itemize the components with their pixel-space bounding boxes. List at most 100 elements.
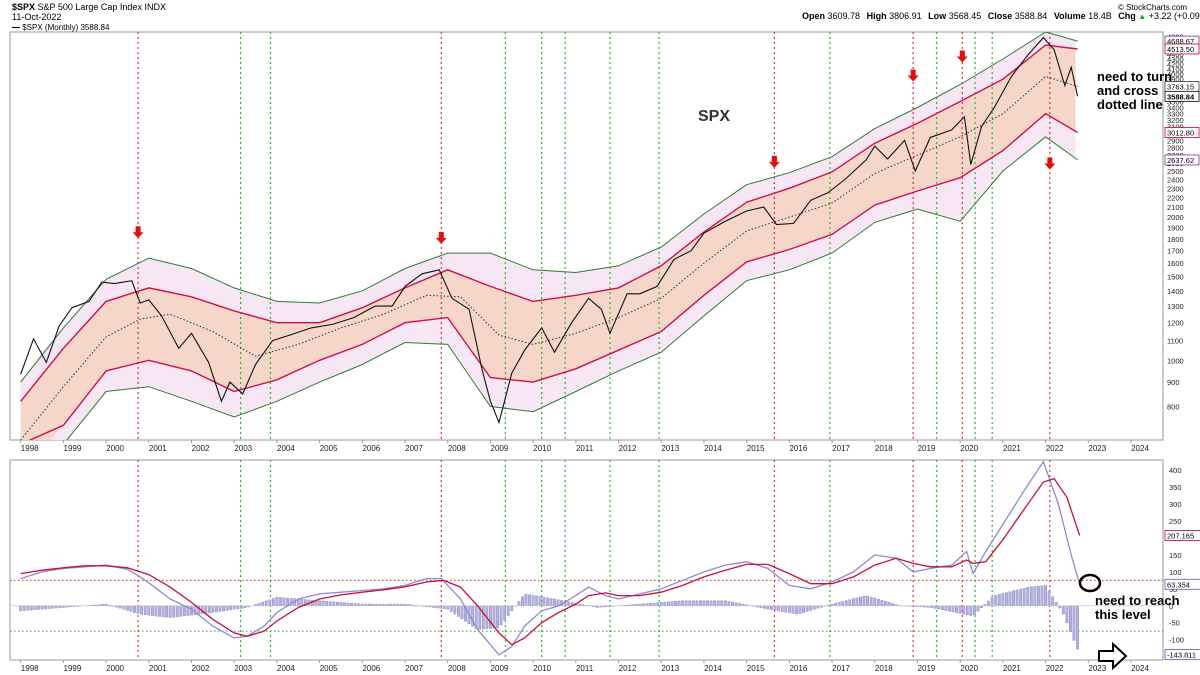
histogram-bar [976,605,980,612]
price-label: 4688.67 [1167,37,1194,46]
open-label: Open [802,11,826,21]
price-label-box [1164,154,1200,166]
histogram-bar [51,605,55,609]
price-label-box [1164,127,1200,138]
histogram-bar [1026,587,1030,606]
macd-x-tick-label: 2013 [661,664,679,673]
macd-panel [9,459,1164,661]
histogram-bar [880,600,884,606]
histogram-bar [54,605,58,609]
histogram-bar [851,598,855,606]
macd-x-tick-label: 2017 [832,664,850,673]
histogram-bar [140,605,144,615]
chart-header-title: $SPX S&P 500 Large Cap Index INDX [12,2,166,13]
histogram-bar [844,600,848,606]
macd-x-tick-label: 2021 [1003,664,1021,673]
macd-x-tick-label: 2002 [192,664,210,673]
price-tick-label: 800 [1167,402,1180,411]
histogram-bar [787,605,791,613]
histogram-bar [510,605,514,612]
histogram-bar [175,605,179,617]
histogram-bar [738,603,741,606]
histogram-bar [165,605,168,618]
histogram-bar [795,605,798,615]
chart-date: 11-Oct-2022 [12,12,62,22]
exchange: INDX [144,2,166,12]
macd-x-tick-label: 2010 [533,664,551,673]
price-tick-label: 900 [1167,378,1180,387]
histogram-bar [435,605,439,609]
histogram-bar [702,600,706,606]
histogram-bar [282,597,286,606]
annotation-circle-icon [1078,573,1102,593]
histogram-bar [268,599,272,606]
reach-annotation: need to reach this level [1095,594,1180,622]
histogram-bar [766,605,770,610]
histogram-bar [350,603,354,606]
histogram-bar [862,595,866,606]
histogram-bar [22,605,26,611]
price-x-tick-label: 2013 [661,444,679,453]
histogram-bar [264,600,268,606]
histogram-bar [318,600,322,606]
histogram-bar [207,605,211,614]
close-label: Close [987,11,1013,21]
histogram-bar [446,605,450,610]
histogram-bar [243,605,247,608]
histogram-bar [720,600,724,606]
histogram-bar [353,603,357,606]
price-tick-label: 1200 [1167,319,1184,328]
histogram-bar [325,601,329,606]
histogram-bar [524,593,528,606]
histogram-bar [1008,591,1012,606]
histogram-bar [805,605,809,612]
annotation-right-arrow-icon [1098,641,1128,671]
macd-tick-label: -100 [1169,636,1184,645]
histogram-bar [453,605,457,615]
price-tick-label: 4300 [1167,55,1184,64]
macd-value-label-box [1164,578,1200,590]
price-tick-label: 1000 [1167,356,1184,365]
macd-x-tick-label: 1999 [64,664,82,673]
histogram-bar [136,605,140,614]
histogram-bar [1019,588,1023,606]
histogram-bar [944,605,948,611]
price-x-tick-label: 1999 [64,444,82,453]
histogram-bar [499,605,503,626]
histogram-bar [674,601,677,606]
histogram-bar [716,600,720,606]
histogram-bar [143,605,147,616]
price-tick-label: 3400 [1167,104,1184,113]
histogram-bar [1040,585,1044,606]
histogram-bar [940,605,944,611]
band-lines-group [20,32,1079,440]
histogram-bar [239,605,243,609]
histogram-bar [784,605,788,613]
histogram-bar [649,603,652,606]
histogram-bar [834,602,838,606]
histogram-bar [1044,585,1047,606]
low-label: Low [928,11,947,21]
histogram-bar [215,605,218,613]
histogram-bar [652,602,656,606]
histogram-bar [1047,590,1051,606]
histogram-bar [663,601,667,606]
histogram-bar [335,601,339,606]
macd-x-tick-label: 2004 [277,664,295,673]
spx-annotation: SPX [698,108,731,125]
price-tick-label: 1400 [1167,287,1184,296]
histogram-bar [962,605,966,615]
histogram-bar [763,605,766,609]
histogram-bar [506,605,510,616]
turn-line-2: and cross [1097,83,1159,98]
macd-x-tick-label: 2024 [1131,664,1149,673]
chg-value: +3.22 (+0.09%) [1148,11,1200,21]
histogram-bar [684,600,688,606]
histogram-bar [332,601,336,606]
histogram-bar [855,597,859,606]
high-value: 3806.91 [889,11,922,21]
histogram-bar [261,601,265,606]
histogram-bar [1054,602,1058,606]
histogram-bar [1029,586,1033,606]
